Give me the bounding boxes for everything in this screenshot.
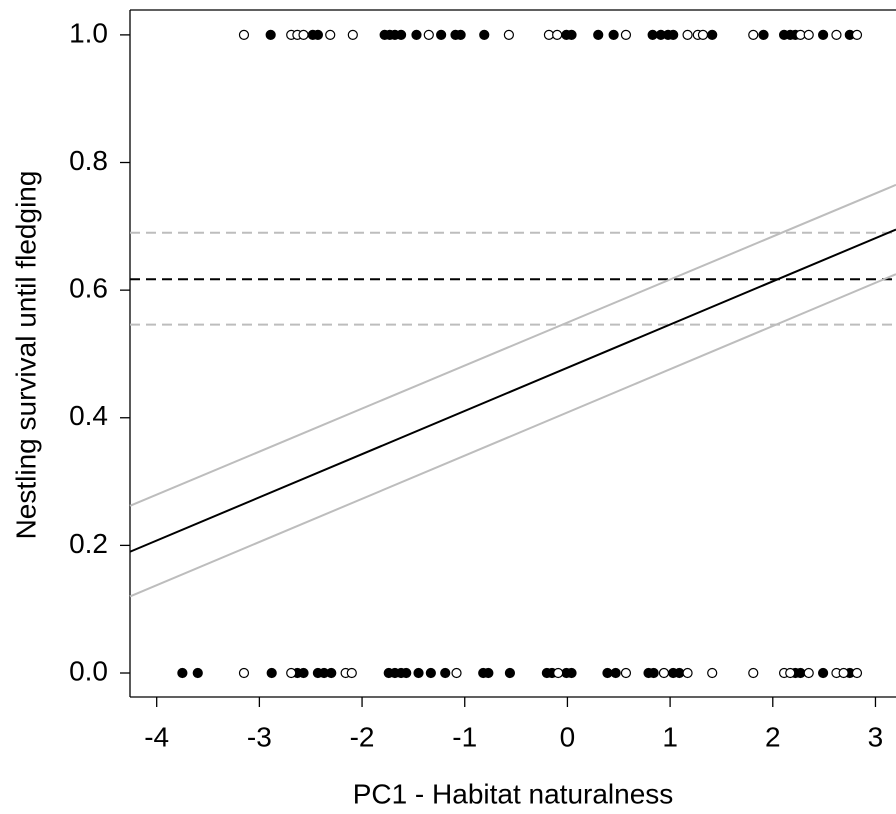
data-point: [803, 667, 814, 679]
data-point: [682, 667, 693, 679]
data-point: [831, 29, 842, 40]
data-point: [238, 667, 250, 679]
fit-line: [129, 183, 896, 507]
data-point: [451, 667, 462, 679]
y-tick-label: 1.0: [69, 17, 108, 48]
data-point: [552, 29, 563, 40]
data-point: [192, 667, 203, 679]
data-point: [395, 29, 407, 40]
data-point: [238, 29, 250, 40]
data-point: [851, 667, 863, 679]
data-point: [817, 29, 829, 40]
data-point: [838, 667, 849, 679]
x-tick-label: -2: [350, 721, 375, 752]
data-point: [298, 667, 309, 679]
data-point: [479, 29, 490, 40]
x-tick-label: -4: [144, 721, 169, 752]
data-point: [707, 29, 718, 40]
data-point: [682, 29, 693, 40]
data-point: [803, 29, 814, 40]
data-point: [413, 667, 424, 679]
data-point: [707, 667, 718, 679]
data-point: [748, 29, 759, 40]
y-tick-label: 0.6: [69, 273, 108, 304]
data-point: [658, 667, 670, 679]
data-point: [325, 29, 336, 40]
data-point: [620, 29, 632, 40]
data-point: [483, 667, 494, 679]
x-axis-title: PC1 - Habitat naturalness: [353, 778, 674, 809]
data-point: [347, 29, 358, 40]
data-point: [266, 667, 277, 679]
data-point: [411, 29, 422, 40]
data-point: [346, 667, 357, 679]
data-point: [668, 29, 679, 40]
data-point: [748, 667, 759, 679]
x-tick-label: 3: [868, 721, 884, 752]
y-axis-title: Nestling survival until fledging: [10, 171, 41, 540]
data-point: [265, 29, 276, 40]
data-point: [401, 667, 412, 679]
y-tick-label: 0.0: [69, 655, 108, 686]
data-point: [851, 29, 863, 40]
data-point: [436, 29, 447, 40]
data-point: [566, 667, 577, 679]
data-point: [177, 667, 188, 679]
fit-line: [129, 273, 896, 598]
data-point: [423, 29, 434, 40]
data-point: [566, 29, 577, 40]
data-point: [697, 29, 709, 40]
data-point: [455, 29, 466, 40]
data-point: [504, 667, 516, 679]
fit-line: [129, 228, 896, 553]
y-tick-label: 0.2: [69, 528, 108, 559]
data-point: [758, 29, 769, 40]
data-point: [817, 667, 829, 679]
data-point: [326, 667, 337, 679]
data-point: [620, 667, 632, 679]
x-tick-label: 1: [662, 721, 678, 752]
y-tick-label: 0.8: [69, 145, 108, 176]
data-point: [286, 667, 297, 679]
y-tick-label: 0.4: [69, 400, 108, 431]
data-point: [610, 667, 621, 679]
data-point: [553, 667, 564, 679]
x-tick-label: -1: [452, 721, 477, 752]
x-tick-label: -3: [247, 721, 272, 752]
data-point: [440, 667, 451, 679]
data-point: [608, 29, 619, 40]
data-point: [503, 29, 514, 40]
data-point: [312, 29, 324, 40]
data-point: [785, 667, 796, 679]
data-point: [298, 29, 309, 40]
x-tick-label: 2: [765, 721, 781, 752]
data-point: [593, 29, 604, 40]
data-point: [425, 667, 436, 679]
x-tick-label: 0: [560, 721, 576, 752]
data-point: [648, 667, 659, 679]
